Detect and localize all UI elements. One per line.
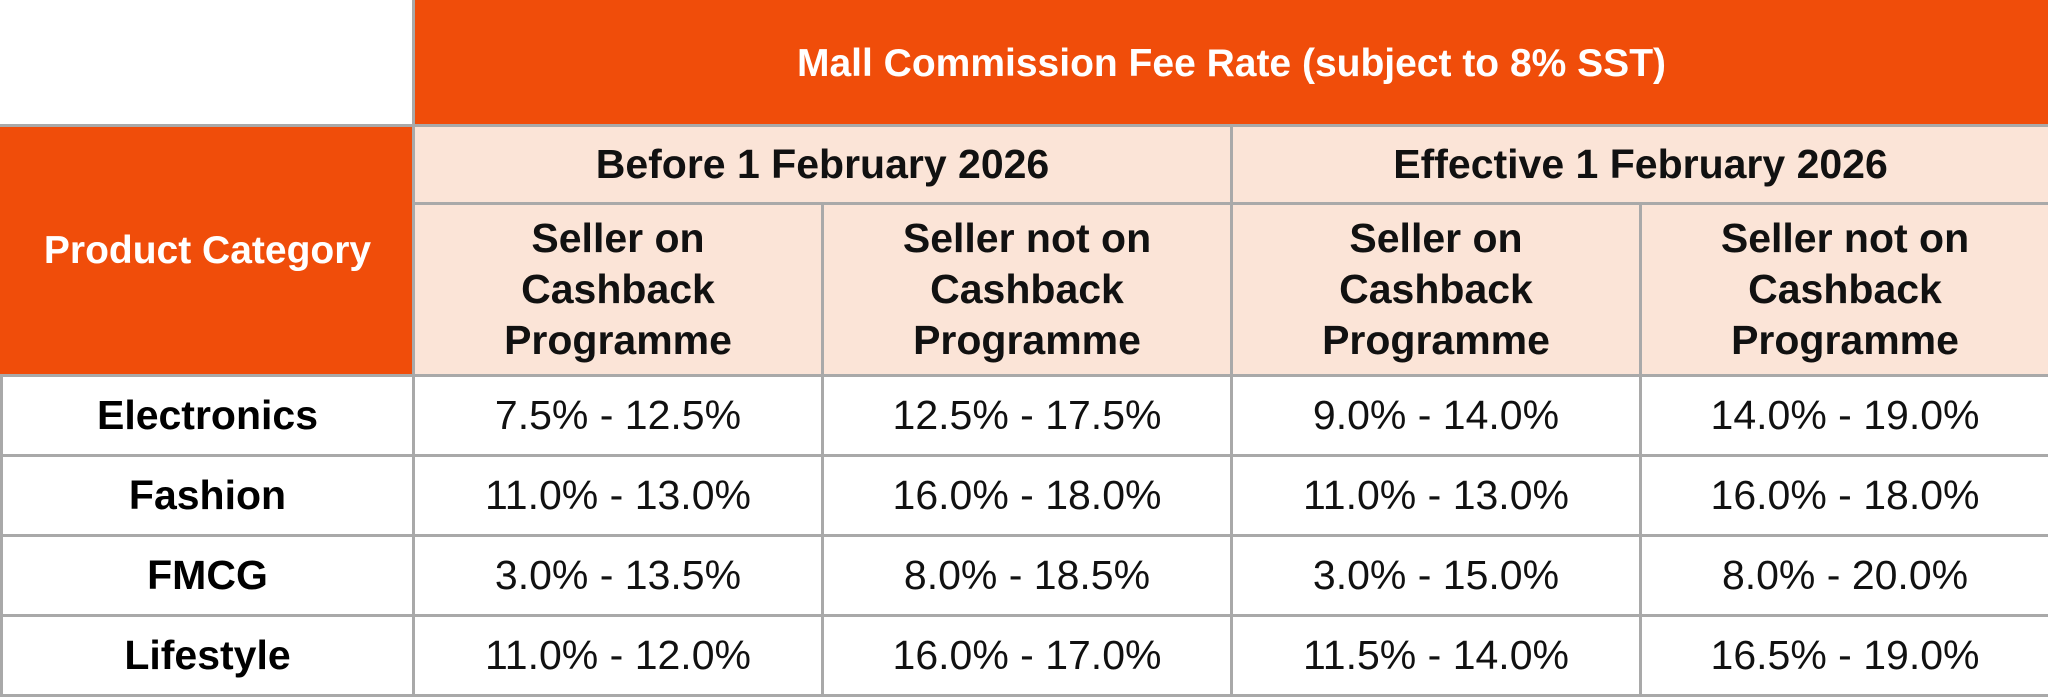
rate-cell: 3.0% - 15.0% bbox=[1232, 536, 1641, 616]
seller-header-line: Programme bbox=[1322, 317, 1550, 363]
period-header-before: Before 1 February 2026 bbox=[414, 126, 1232, 204]
seller-header-line: Seller not on bbox=[903, 215, 1151, 261]
seller-header-line: Programme bbox=[1731, 317, 1959, 363]
seller-header-effective-not-on: Seller not on Cashback Programme bbox=[1641, 204, 2048, 376]
rate-cell: 11.5% - 14.0% bbox=[1232, 616, 1641, 696]
seller-header-line: Cashback bbox=[521, 266, 715, 312]
product-category-header: Product Category bbox=[2, 126, 414, 376]
table-row: Fashion 11.0% - 13.0% 16.0% - 18.0% 11.0… bbox=[2, 456, 2048, 536]
period-header-row: Product Category Before 1 February 2026 … bbox=[2, 126, 2048, 204]
seller-header-line: Cashback bbox=[930, 266, 1124, 312]
seller-header-effective-on: Seller on Cashback Programme bbox=[1232, 204, 1641, 376]
rate-cell: 16.5% - 19.0% bbox=[1641, 616, 2048, 696]
rate-cell: 11.0% - 12.0% bbox=[414, 616, 823, 696]
rate-cell: 16.0% - 17.0% bbox=[823, 616, 1232, 696]
rate-cell: 16.0% - 18.0% bbox=[823, 456, 1232, 536]
category-electronics: Electronics bbox=[2, 376, 414, 456]
rate-cell: 11.0% - 13.0% bbox=[1232, 456, 1641, 536]
rate-cell: 7.5% - 12.5% bbox=[414, 376, 823, 456]
table-row: FMCG 3.0% - 13.5% 8.0% - 18.5% 3.0% - 15… bbox=[2, 536, 2048, 616]
seller-header-line: Cashback bbox=[1339, 266, 1533, 312]
category-lifestyle: Lifestyle bbox=[2, 616, 414, 696]
rate-cell: 8.0% - 20.0% bbox=[1641, 536, 2048, 616]
rate-cell: 9.0% - 14.0% bbox=[1232, 376, 1641, 456]
seller-header-line: Programme bbox=[504, 317, 732, 363]
table-row: Lifestyle 11.0% - 12.0% 16.0% - 17.0% 11… bbox=[2, 616, 2048, 696]
rate-cell: 14.0% - 19.0% bbox=[1641, 376, 2048, 456]
table-title: Mall Commission Fee Rate (subject to 8% … bbox=[414, 2, 2048, 126]
seller-header-line: Seller not on bbox=[1721, 215, 1969, 261]
category-fashion: Fashion bbox=[2, 456, 414, 536]
rate-cell: 11.0% - 13.0% bbox=[414, 456, 823, 536]
seller-header-line: Programme bbox=[913, 317, 1141, 363]
seller-header-line: Seller on bbox=[531, 215, 704, 261]
title-row: Mall Commission Fee Rate (subject to 8% … bbox=[2, 2, 2048, 126]
rate-cell: 12.5% - 17.5% bbox=[823, 376, 1232, 456]
seller-header-line: Seller on bbox=[1349, 215, 1522, 261]
table-row: Electronics 7.5% - 12.5% 12.5% - 17.5% 9… bbox=[2, 376, 2048, 456]
seller-header-before-on: Seller on Cashback Programme bbox=[414, 204, 823, 376]
rate-cell: 16.0% - 18.0% bbox=[1641, 456, 2048, 536]
rate-cell: 8.0% - 18.5% bbox=[823, 536, 1232, 616]
rate-cell: 3.0% - 13.5% bbox=[414, 536, 823, 616]
seller-header-before-not-on: Seller not on Cashback Programme bbox=[823, 204, 1232, 376]
category-fmcg: FMCG bbox=[2, 536, 414, 616]
corner-cell bbox=[2, 2, 414, 126]
period-header-effective: Effective 1 February 2026 bbox=[1232, 126, 2048, 204]
seller-header-line: Cashback bbox=[1748, 266, 1942, 312]
